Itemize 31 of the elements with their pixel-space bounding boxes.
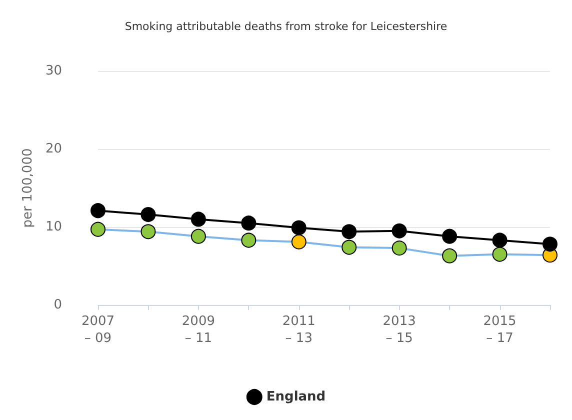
point	[90, 222, 106, 237]
legend-label: England	[266, 390, 326, 404]
point	[140, 224, 156, 240]
point	[190, 228, 206, 244]
point	[342, 240, 357, 255]
point	[140, 207, 156, 222]
point	[542, 236, 558, 252]
y-tick-label: 0	[54, 298, 62, 312]
point	[442, 248, 458, 264]
point	[442, 228, 458, 244]
x-tick-label: 2009 – 11	[182, 314, 215, 346]
y-axis-title: per 100,000	[20, 148, 36, 228]
y-tick-label: 30	[45, 64, 62, 78]
x-tick-label: 2007 – 09	[81, 314, 115, 346]
point	[342, 224, 357, 240]
point	[291, 234, 306, 250]
y-tick-label: 20	[45, 142, 62, 156]
point	[241, 232, 256, 248]
point	[291, 220, 306, 236]
point	[90, 203, 106, 218]
point	[492, 232, 508, 248]
x-tick-label: 2013 – 15	[382, 314, 416, 346]
x-tick-label: 2015 – 17	[483, 314, 516, 346]
y-tick-label: 10	[45, 220, 62, 234]
chart-title: Smoking attributable deaths from stroke for Leicestershire	[124, 20, 448, 33]
point	[241, 216, 256, 231]
point	[392, 223, 407, 238]
x-tick-label: 2011 – 13	[282, 314, 316, 346]
point	[492, 246, 508, 262]
point	[392, 240, 407, 256]
point	[190, 212, 206, 227]
